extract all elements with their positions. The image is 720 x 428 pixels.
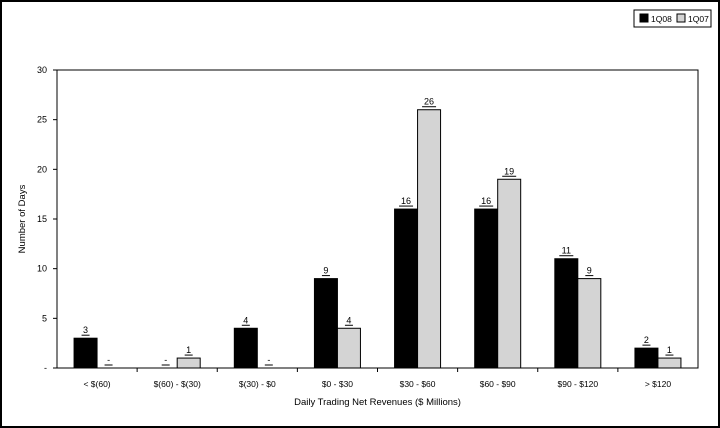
bar-1q07	[176, 357, 201, 369]
x-tick-label: $60 - $90	[480, 379, 516, 389]
bar-1q08	[313, 278, 338, 369]
bar-1q08	[634, 347, 659, 369]
y-tick-label: 10	[37, 264, 47, 274]
x-tick-label: $30 - $60	[400, 379, 436, 389]
data-label: 2	[644, 335, 649, 345]
data-label: -	[107, 355, 110, 365]
bar-1q07	[497, 178, 522, 369]
bar-1q07	[417, 109, 442, 369]
data-label: 19	[504, 166, 514, 176]
data-label: 3	[83, 325, 88, 335]
x-tick-label: $(30) - $0	[239, 379, 276, 389]
y-tick-label: 20	[37, 164, 47, 174]
plot-area: - 5 10 15 20 25 30 < $(60) 3 - $(60) - $(30) - 1 $(30…	[17, 65, 699, 408]
data-label: 1	[186, 345, 191, 355]
bar-1q08	[554, 258, 579, 369]
legend-box	[633, 9, 712, 28]
x-tick-label: $(60) - $(30)	[154, 379, 201, 389]
bar-1q08	[474, 208, 499, 369]
data-label: 16	[481, 196, 491, 206]
data-label: 4	[243, 315, 248, 325]
plot-border	[56, 69, 699, 369]
x-tick-label: < $(60)	[83, 379, 110, 389]
y-tick-label: -	[44, 363, 47, 373]
data-label: 4	[346, 315, 351, 325]
bar-1q08	[394, 208, 419, 369]
legend-swatch-1q08	[639, 13, 649, 23]
x-tick-label: $0 - $30	[322, 379, 353, 389]
x-tick-label: > $120	[645, 379, 672, 389]
y-tick-label: 15	[37, 214, 47, 224]
data-label: 1	[667, 345, 672, 355]
bar-1q08	[73, 337, 98, 369]
data-label: 11	[562, 246, 571, 256]
data-label: 9	[323, 266, 328, 276]
x-tick-label: $90 - $120	[557, 379, 598, 389]
legend-swatch-1q07	[676, 13, 686, 23]
y-axis-title: Number of Days	[17, 184, 28, 253]
data-label: 26	[424, 97, 434, 107]
bar-1q08	[233, 327, 258, 369]
y-tick-label: 5	[42, 313, 47, 323]
legend-label-1q07: 1Q07	[688, 14, 709, 24]
y-tick-label: 30	[37, 65, 47, 75]
bar-1q07	[336, 327, 361, 369]
data-label: 16	[401, 196, 411, 206]
legend-label-1q08: 1Q08	[651, 14, 672, 24]
y-tick-label: 25	[37, 115, 47, 125]
bar-1q07	[577, 278, 602, 369]
legend: 1Q08 1Q07	[633, 9, 712, 28]
bar-1q07	[657, 357, 682, 369]
x-axis-title: Daily Trading Net Revenues ($ Millions)	[294, 397, 461, 408]
data-label: 9	[587, 266, 592, 276]
data-label: -	[164, 355, 167, 365]
data-label: -	[267, 355, 270, 365]
